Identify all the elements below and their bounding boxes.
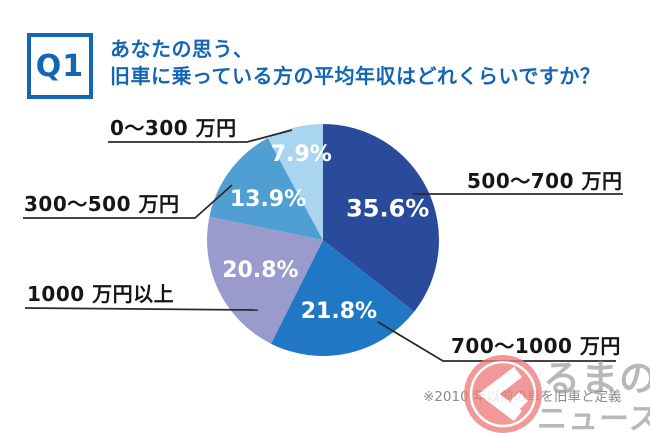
slice-label-700-1000: 700〜1000 万円 bbox=[451, 334, 621, 358]
pie-percent-labels: 35.6% 21.8%20.8% 13.9% 7.9% bbox=[222, 142, 429, 324]
pie-percent-label-0: 35.6% bbox=[346, 195, 429, 223]
callout-line-0-300 bbox=[108, 129, 293, 143]
slice-label-300-500: 300〜500 万円 bbox=[24, 192, 180, 216]
watermark-text-line2: ニュース bbox=[537, 402, 650, 433]
watermark-circle bbox=[464, 355, 542, 433]
slice-label-0-300: 0〜300 万円 bbox=[110, 116, 237, 140]
kuruma-no-news-logo-icon bbox=[464, 355, 542, 433]
callout-line-1000plus bbox=[24, 307, 259, 311]
pie-percent-label-1: 21.8% bbox=[301, 299, 377, 324]
pie-slice-0 bbox=[323, 124, 439, 312]
watermark-diamond-icon bbox=[510, 392, 528, 410]
question-number-label: Q1 bbox=[35, 48, 85, 84]
pie-slice-3 bbox=[209, 138, 323, 240]
pie-slice-1 bbox=[270, 240, 415, 357]
watermark-inner-ring bbox=[469, 360, 537, 428]
callout-line-700-1000 bbox=[377, 321, 616, 362]
callout-line-300-500 bbox=[23, 184, 233, 219]
slice-label-1000plus: 1000 万円以上 bbox=[27, 282, 175, 306]
pie-percent-label-2: 20.8% bbox=[222, 258, 298, 283]
pie-percent-label-3: 13.9% bbox=[230, 187, 306, 212]
watermark-chevron-icon bbox=[478, 366, 522, 422]
pie-slices bbox=[207, 124, 439, 357]
pie-slice-2 bbox=[207, 216, 323, 344]
callout-lines bbox=[23, 129, 623, 362]
pie-percent-label-4: 7.9% bbox=[271, 142, 332, 167]
watermark-text-line1: るまの bbox=[543, 357, 650, 400]
slice-label-500-700: 500〜700 万円 bbox=[467, 169, 623, 193]
question-number-badge: Q1 bbox=[27, 33, 93, 99]
question-title-line1: あなたの思う、 bbox=[110, 37, 254, 61]
pie-slice-4 bbox=[267, 124, 323, 240]
question-title: あなたの思う、 旧車に乗っている方の平均年収はどれくらいですか？ bbox=[110, 36, 600, 90]
question-title-line2: 旧車に乗っている方の平均年収はどれくらいですか？ bbox=[110, 64, 601, 88]
